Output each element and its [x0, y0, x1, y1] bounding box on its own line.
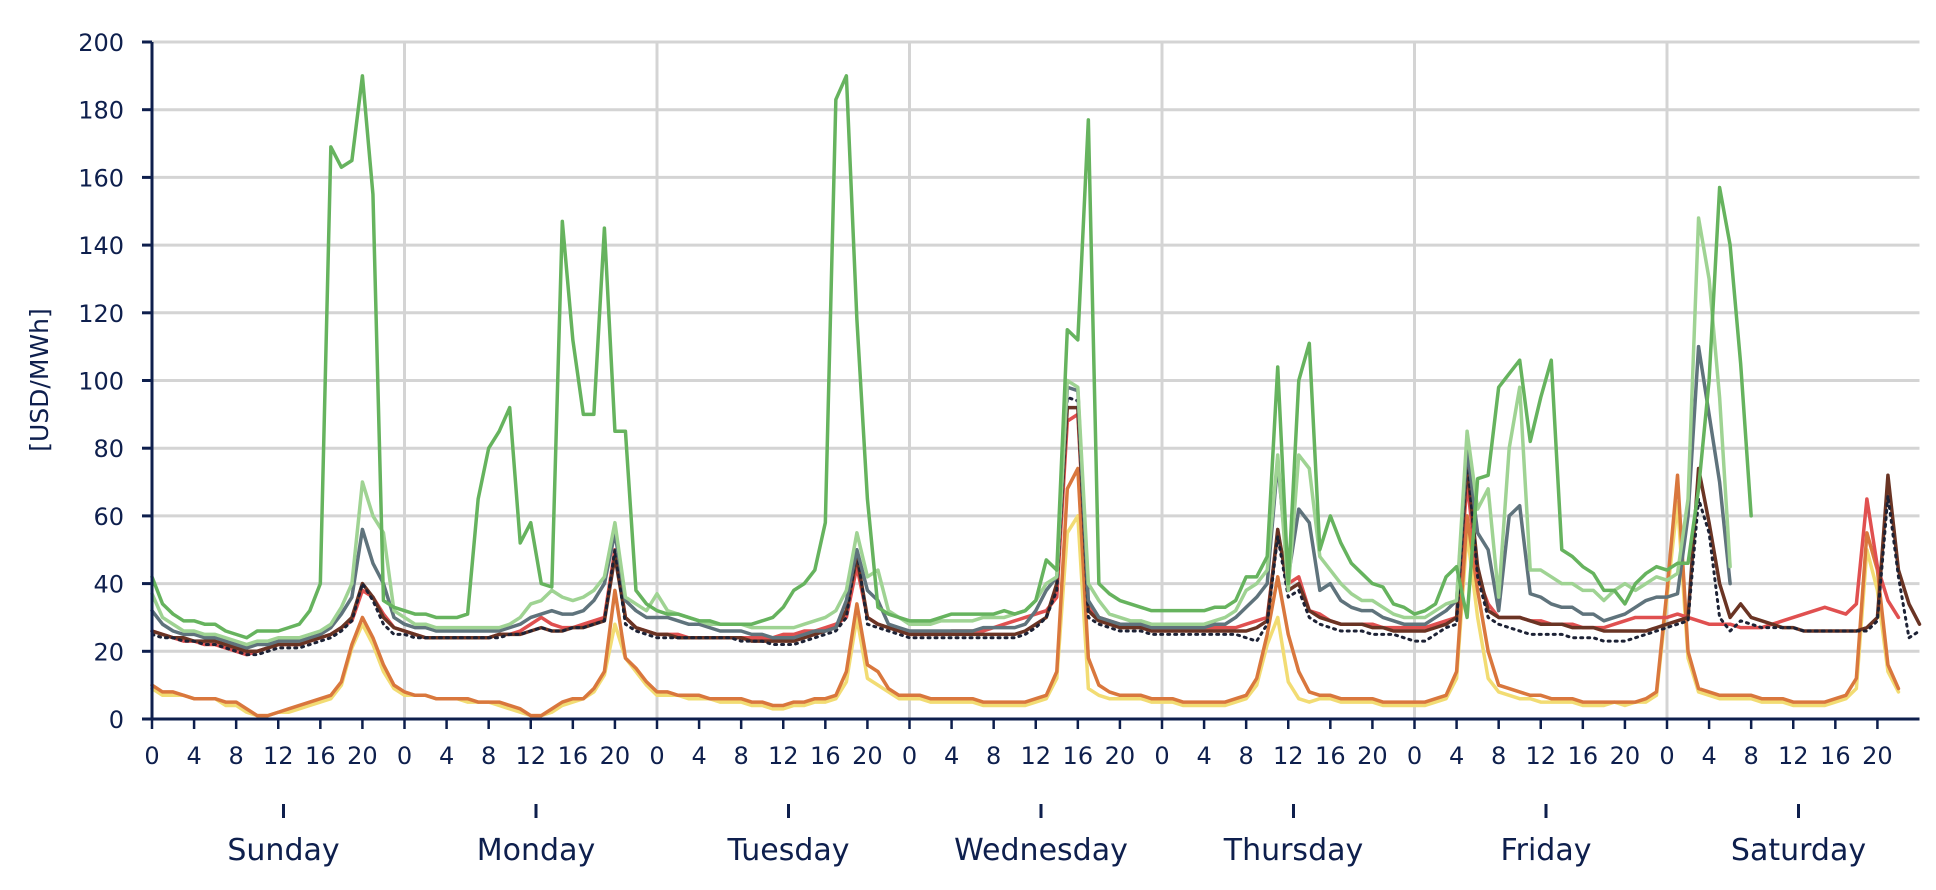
x-tick-label: 8: [481, 742, 496, 770]
x-tick-label: 12: [1778, 742, 1809, 770]
x-tick-label: 4: [1196, 742, 1211, 770]
x-tick-label: 12: [263, 742, 294, 770]
x-tick-label: 12: [515, 742, 546, 770]
x-tick-labels: 0 4 8 12 16 20 0 4 8 12 16 20 0 4 8 12 16 20 0 4 8 12 16 20 0 4 8 1…: [144, 719, 1893, 770]
x-tick-label: 4: [1701, 742, 1716, 770]
y-tick-label: 120: [78, 300, 124, 328]
day-label: Monday: [477, 833, 595, 868]
day-label: Friday: [1501, 833, 1592, 868]
x-tick-label: 20: [600, 742, 631, 770]
y-tick-label: 40: [93, 571, 124, 599]
x-tick-label: 4: [186, 742, 201, 770]
y-tick-label: 20: [93, 638, 124, 666]
y-tick-label: 200: [78, 29, 124, 57]
x-tick-label: 0: [144, 742, 159, 770]
x-tick-label: 20: [1105, 742, 1136, 770]
x-tick-label: 8: [986, 742, 1001, 770]
x-tick-label: 12: [1020, 742, 1051, 770]
y-tick-labels: 0 20 40 60 80 100 120 140 160 180 200: [78, 29, 152, 734]
x-tick-label: 16: [558, 742, 589, 770]
y-tick-label: 60: [93, 503, 124, 531]
x-tick-label: 16: [1315, 742, 1346, 770]
x-tick-label: 4: [691, 742, 706, 770]
y-tick-label: 180: [78, 97, 124, 125]
day-label: Tuesday: [726, 833, 849, 868]
y-tick-label: 100: [78, 368, 124, 396]
x-tick-label: 0: [397, 742, 412, 770]
x-tick-label: 8: [1744, 742, 1759, 770]
y-axis-title: [USD/MWh]: [25, 308, 54, 451]
x-tick-label: 12: [768, 742, 799, 770]
series-line-8: [150, 74, 1753, 640]
series-line-7: [150, 216, 1732, 647]
x-tick-label: 16: [1820, 742, 1851, 770]
x-tick-label: 4: [944, 742, 959, 770]
x-tick-label: 0: [902, 742, 917, 770]
day-label: Sunday: [227, 833, 339, 868]
series-line-3: [150, 412, 1901, 657]
x-tick-label: 0: [1659, 742, 1674, 770]
day-label: Wednesday: [954, 833, 1128, 868]
x-tick-label: 4: [439, 742, 454, 770]
series-line-5: [150, 395, 1921, 657]
y-tick-label: 160: [78, 164, 124, 192]
x-tick-label: 0: [649, 742, 664, 770]
series-line-2: [150, 466, 1901, 718]
x-tick-label: 0: [1154, 742, 1169, 770]
x-tick-label: 20: [347, 742, 378, 770]
x-tick-label: 20: [1610, 742, 1641, 770]
y-tick-label: 80: [93, 435, 124, 463]
x-tick-label: 12: [1525, 742, 1556, 770]
x-tick-label: 16: [305, 742, 336, 770]
x-tick-label: 0: [1407, 742, 1422, 770]
x-tick-label: 16: [1568, 742, 1599, 770]
x-tick-label: 16: [1063, 742, 1094, 770]
x-tick-label: 20: [1357, 742, 1388, 770]
x-tick-label: 16: [810, 742, 841, 770]
x-tick-label: 8: [1491, 742, 1506, 770]
x-tick-label: 8: [229, 742, 244, 770]
x-tick-label: 12: [1273, 742, 1304, 770]
x-tick-label: 20: [1862, 742, 1893, 770]
x-tick-label: 20: [852, 742, 883, 770]
day-label: Thursday: [1223, 833, 1364, 868]
y-tick-label: 0: [109, 706, 124, 734]
series-lines: [150, 74, 1922, 718]
x-tick-label: 8: [734, 742, 749, 770]
x-tick-label: 4: [1449, 742, 1464, 770]
x-tick-label: 8: [1239, 742, 1254, 770]
y-tick-label: 140: [78, 232, 124, 260]
grid-lines: [152, 40, 1920, 719]
day-labels: Sunday Monday Tuesday Wednesday Thursday Frid…: [227, 804, 1866, 868]
day-label: Saturday: [1731, 833, 1866, 868]
